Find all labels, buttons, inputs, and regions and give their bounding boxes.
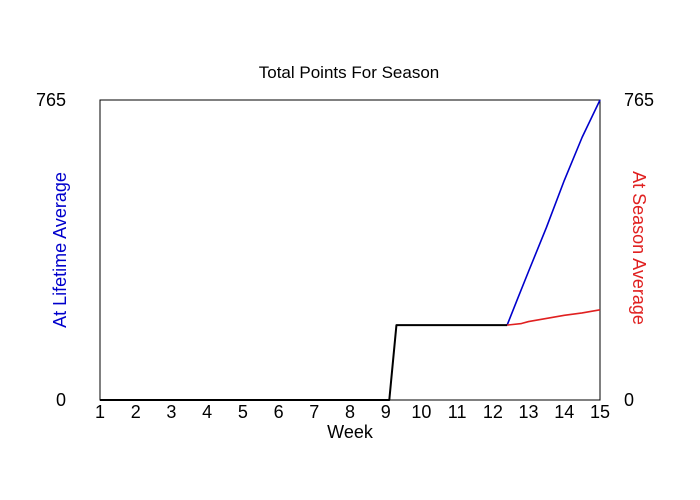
x-tick-label: 12 [483, 402, 503, 422]
x-tick-label: 9 [381, 402, 391, 422]
y-tick-label-right: 0 [624, 390, 634, 410]
x-tick-label: 7 [309, 402, 319, 422]
x-axis-label: Week [327, 422, 374, 442]
series-line-actual [100, 324, 508, 401]
y-tick-label-left: 0 [56, 390, 66, 410]
x-tick-label: 6 [274, 402, 284, 422]
y-tick-label-left: 765 [36, 90, 66, 110]
x-tick-label: 2 [131, 402, 141, 422]
plot-area [99, 99, 601, 401]
x-tick-label: 4 [202, 402, 212, 422]
x-tick-label: 15 [590, 402, 610, 422]
x-tick-label: 13 [519, 402, 539, 422]
y-axis-ticks: 0 765 0 765 [36, 90, 654, 410]
series-line-season [507, 309, 601, 326]
y-axis-label-right: At Season Average [629, 171, 649, 325]
x-tick-label: 5 [238, 402, 248, 422]
y-axis-label-left: At Lifetime Average [50, 172, 70, 328]
x-tick-label: 14 [554, 402, 574, 422]
chart-title: Total Points For Season [259, 63, 439, 82]
x-axis-ticks: 1 2 3 4 5 6 7 8 9 10 11 12 13 14 15 [95, 402, 610, 422]
x-tick-label: 8 [345, 402, 355, 422]
series-lines [100, 99, 601, 401]
x-tick-label: 3 [166, 402, 176, 422]
x-tick-label: 10 [411, 402, 431, 422]
x-tick-label: 11 [448, 402, 467, 422]
y-tick-label-right: 765 [624, 90, 654, 110]
series-line-lifetime [506, 99, 601, 326]
x-tick-label: 1 [95, 402, 105, 422]
